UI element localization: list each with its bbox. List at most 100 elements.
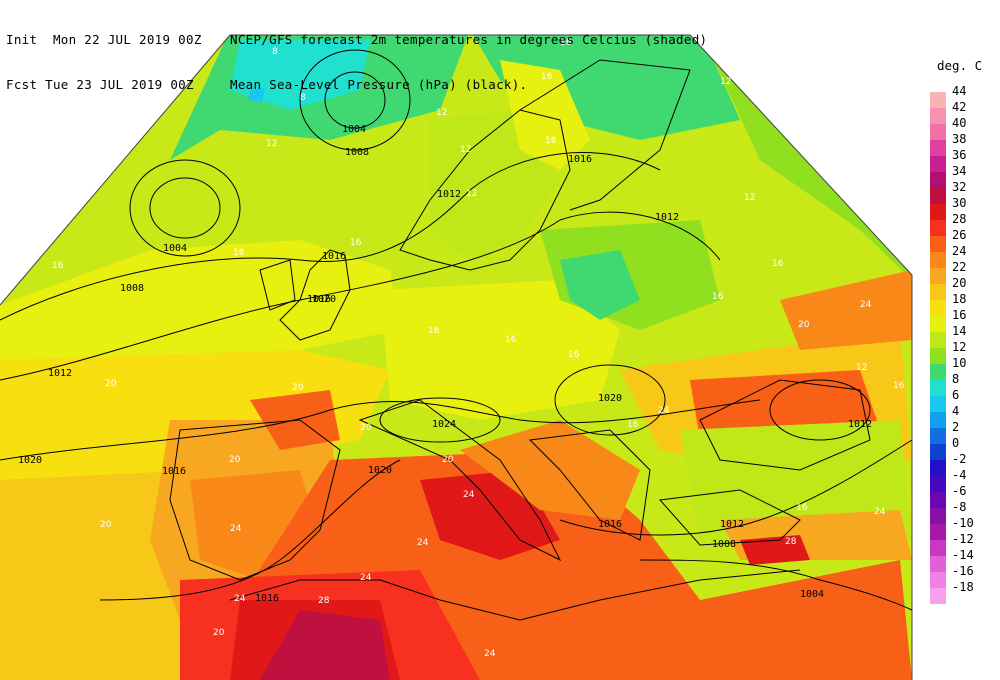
legend-label: 26 bbox=[952, 228, 967, 242]
legend-label: -16 bbox=[952, 564, 974, 578]
legend-item: 0 bbox=[930, 436, 1000, 460]
legend-label: 32 bbox=[952, 180, 967, 194]
temp-label: 16 bbox=[545, 136, 557, 146]
legend-label: 40 bbox=[952, 116, 967, 130]
legend-item: 34 bbox=[930, 164, 1000, 188]
temp-label: 8 bbox=[272, 47, 278, 57]
isobar-label: 1008 bbox=[120, 283, 144, 294]
legend-item: 36 bbox=[930, 148, 1000, 172]
legend-swatch bbox=[930, 332, 946, 348]
legend-swatch bbox=[930, 284, 946, 300]
temp-label: 16 bbox=[350, 238, 362, 248]
temp-label: 16 bbox=[772, 259, 784, 269]
isobar-label: 1016 bbox=[307, 294, 331, 305]
temp-label: 20 bbox=[292, 383, 304, 393]
isobar-label: 1020 bbox=[312, 294, 336, 305]
legend-label: 18 bbox=[952, 292, 967, 306]
legend-label: 10 bbox=[952, 356, 967, 370]
temp-label: 12 bbox=[720, 77, 731, 87]
legend-item: -2 bbox=[930, 452, 1000, 476]
legend-item: 32 bbox=[930, 180, 1000, 204]
temp-label: 20 bbox=[798, 320, 810, 330]
legend-swatch bbox=[930, 268, 946, 284]
temp-label: 16 bbox=[560, 38, 572, 48]
legend-label: 44 bbox=[952, 84, 967, 98]
temp-label: 20 bbox=[360, 423, 372, 433]
temp-label: 20 bbox=[105, 379, 117, 389]
legend-swatch bbox=[930, 172, 946, 188]
legend-item: 12 bbox=[930, 340, 1000, 364]
temp-label: 28 bbox=[785, 537, 797, 547]
legend-unit: deg. C bbox=[937, 58, 983, 73]
temp-label: 16 bbox=[505, 335, 517, 345]
legend-swatch bbox=[930, 108, 946, 124]
legend-item: -18 bbox=[930, 580, 1000, 604]
isobar-label: 1004 bbox=[342, 124, 366, 135]
legend-label: 8 bbox=[952, 372, 960, 386]
legend-item: 40 bbox=[930, 116, 1000, 140]
temp-label: 24 bbox=[860, 300, 872, 310]
temp-label: 16 bbox=[712, 292, 724, 302]
legend-label: -8 bbox=[952, 500, 967, 514]
legend-swatch bbox=[930, 156, 946, 172]
legend-label: 12 bbox=[952, 340, 967, 354]
legend-label: 4 bbox=[952, 404, 960, 418]
isobar-label: 1016 bbox=[255, 593, 279, 604]
isobar-label: 1024 bbox=[432, 419, 456, 430]
temp-label: 16 bbox=[796, 503, 808, 513]
legend-swatch bbox=[930, 364, 946, 380]
legend-swatch bbox=[930, 460, 946, 476]
legend-item: -10 bbox=[930, 516, 1000, 540]
legend-swatch bbox=[930, 316, 946, 332]
legend-label: 36 bbox=[952, 148, 967, 162]
legend-item: 28 bbox=[930, 212, 1000, 236]
temp-label: 12 bbox=[744, 193, 755, 203]
legend-swatch bbox=[930, 444, 946, 460]
temp-label: 16 bbox=[52, 261, 64, 271]
isobar-label: 1016 bbox=[322, 251, 346, 262]
temp-label: 24 bbox=[417, 538, 429, 548]
isobar-label: 1012 bbox=[655, 212, 679, 223]
legend-swatch bbox=[930, 588, 946, 604]
temp-label: 24 bbox=[874, 507, 886, 517]
temperature-labels: 8 8 12 12 16 16 12 16 12 16 16 16 20 20 … bbox=[52, 38, 905, 659]
isobar-label: 1020 bbox=[18, 455, 42, 466]
isobar-labels: 1004 1008 1016 1012 1016 1012 1004 1008 … bbox=[18, 124, 872, 604]
temp-label: 16 bbox=[893, 381, 905, 391]
legend-swatch bbox=[930, 236, 946, 252]
legend-item: 6 bbox=[930, 388, 1000, 412]
legend-swatch bbox=[930, 396, 946, 412]
temp-label: 12 bbox=[266, 139, 277, 149]
legend-swatch bbox=[930, 348, 946, 364]
legend-label: 0 bbox=[952, 436, 960, 450]
legend-swatch bbox=[930, 380, 946, 396]
legend-swatch bbox=[930, 124, 946, 140]
legend-label: 14 bbox=[952, 324, 967, 338]
legend-swatch bbox=[930, 508, 946, 524]
legend-label: -4 bbox=[952, 468, 967, 482]
legend-item: -6 bbox=[930, 484, 1000, 508]
legend-item: 8 bbox=[930, 372, 1000, 396]
temp-label: 20 bbox=[213, 628, 225, 638]
legend-item: 22 bbox=[930, 260, 1000, 284]
legend-item: 10 bbox=[930, 356, 1000, 380]
temp-label: 16 bbox=[233, 248, 245, 258]
isobar-label: 1012 bbox=[720, 519, 744, 530]
legend-label: 20 bbox=[952, 276, 967, 290]
isobar-label: 1004 bbox=[163, 243, 187, 254]
legend-item: -4 bbox=[930, 468, 1000, 492]
legend-label: -2 bbox=[952, 452, 967, 466]
legend-item: -12 bbox=[930, 532, 1000, 556]
title-line: NCEP/GFS forecast 2m temperatures in deg… bbox=[230, 32, 708, 47]
legend-label: 34 bbox=[952, 164, 967, 178]
legend-label: 6 bbox=[952, 388, 960, 402]
legend-swatch bbox=[930, 572, 946, 588]
legend-item: 42 bbox=[930, 100, 1000, 124]
legend-item: 24 bbox=[930, 244, 1000, 268]
legend-item: 26 bbox=[930, 228, 1000, 252]
legend-swatch bbox=[930, 492, 946, 508]
temp-label: 24 bbox=[234, 594, 246, 604]
legend-label: -10 bbox=[952, 516, 974, 530]
init-time: Init Mon 22 JUL 2019 00Z bbox=[6, 32, 202, 47]
temp-label: 16 bbox=[541, 72, 553, 82]
